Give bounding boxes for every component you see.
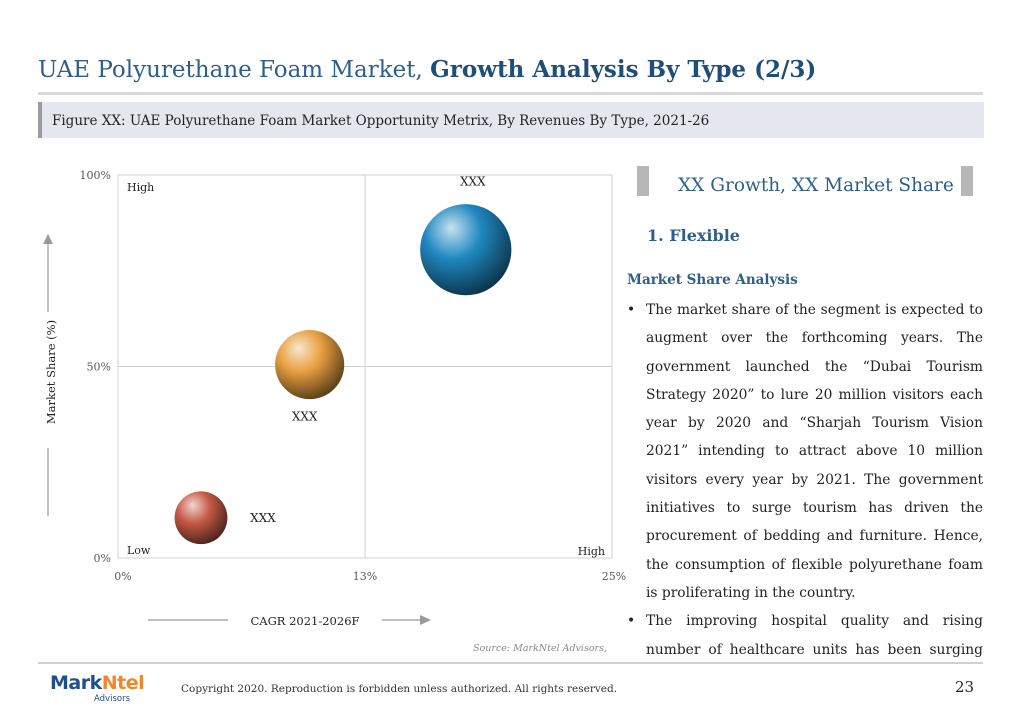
bullet-item: • The improving hospital quality and ris… xyxy=(627,607,983,660)
x-tick-label: 25% xyxy=(602,570,626,583)
copyright-notice: Copyright 2020. Reproduction is forbidde… xyxy=(181,683,618,695)
quadrant-label-low: Low xyxy=(127,544,151,557)
title-divider xyxy=(38,92,983,95)
page-number: 23 xyxy=(955,678,975,696)
bubble-point xyxy=(275,330,345,400)
bullet-text: The market share of the segment is expec… xyxy=(646,302,983,601)
figure-caption-bar: Figure XX: UAE Polyurethane Foam Market … xyxy=(38,102,984,138)
panel-heading: XX Growth, XX Market Share xyxy=(678,175,954,196)
chart-source: Source: MarkNtel Advisors, xyxy=(473,643,607,654)
page-title-normal: UAE Polyurethane Foam Market, xyxy=(38,57,423,83)
bubble-point xyxy=(420,204,512,296)
plot-area: 0% 50% 100% 0% 13% 25% High Low High XXX XXX XXX Mar… xyxy=(43,169,626,654)
bubble-label: XXX xyxy=(460,175,486,189)
x-axis-arrow-head xyxy=(420,615,431,625)
x-tick-label: 13% xyxy=(353,570,377,583)
heading-marker-right xyxy=(961,166,973,196)
logo-sub: Advisors xyxy=(94,694,131,704)
bullet-text: The improving hospital quality and risin… xyxy=(646,613,983,658)
bubble-label: XXX xyxy=(250,511,276,525)
y-tick-label: 0% xyxy=(94,552,111,565)
y-axis-title: Market Share (%) xyxy=(44,320,58,424)
bullet-dot: • xyxy=(627,613,636,630)
quadrant-label-high-y: High xyxy=(127,181,154,194)
figure-caption: Figure XX: UAE Polyurethane Foam Market … xyxy=(52,113,710,129)
y-tick-label: 50% xyxy=(87,361,111,374)
bullet-list: • The market share of the segment is exp… xyxy=(627,296,983,660)
y-tick-label: 100% xyxy=(80,169,111,182)
x-axis-title: CAGR 2021-2026F xyxy=(250,614,359,628)
y-axis-arrow-head xyxy=(43,234,53,244)
bubble-label: XXX xyxy=(292,410,318,424)
logo-accent: Ntel xyxy=(101,672,145,694)
page-title: UAE Polyurethane Foam Market, Growth Ana… xyxy=(38,56,816,83)
page-title-bold: Growth Analysis By Type (2/3) xyxy=(430,56,817,83)
bubble-point xyxy=(174,491,228,545)
heading-marker-left xyxy=(637,166,649,196)
bubble-chart: 0% 50% 100% 0% 13% 25% High Low High XXX XXX XXX Mar… xyxy=(43,169,626,654)
x-tick-label: 0% xyxy=(114,570,131,583)
logo-main: Mark xyxy=(50,672,102,694)
market-share-heading: Market Share Analysis xyxy=(627,272,798,288)
footer-divider xyxy=(38,662,983,664)
marknetel-logo: MarkNtel Advisors xyxy=(50,672,145,704)
quadrant-label-high-x: High xyxy=(578,545,605,558)
segment-title: 1. Flexible xyxy=(647,226,740,245)
bullet-dot: • xyxy=(627,302,636,318)
bullet-item: • The market share of the segment is exp… xyxy=(627,296,983,607)
